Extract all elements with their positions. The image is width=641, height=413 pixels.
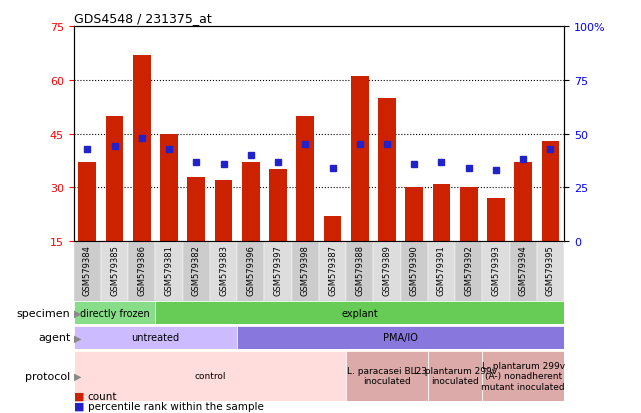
Text: L. paracasei BL23
inoculated: L. paracasei BL23 inoculated — [347, 366, 427, 385]
Bar — [187, 177, 205, 242]
Text: GSM579398: GSM579398 — [301, 244, 310, 295]
Text: GSM579394: GSM579394 — [519, 244, 528, 295]
Text: percentile rank within the sample: percentile rank within the sample — [88, 401, 263, 411]
Bar — [319, 242, 346, 301]
Text: PMA/IO: PMA/IO — [383, 332, 418, 343]
Text: GDS4548 / 231375_at: GDS4548 / 231375_at — [74, 12, 212, 25]
Bar — [292, 242, 319, 301]
Text: GSM579382: GSM579382 — [192, 244, 201, 295]
Bar — [405, 188, 423, 242]
Text: GSM579393: GSM579393 — [492, 244, 501, 295]
Bar — [346, 242, 373, 301]
Bar — [373, 242, 401, 301]
Bar — [269, 170, 287, 242]
Bar — [433, 184, 451, 242]
Bar — [346, 351, 428, 401]
Bar — [296, 116, 314, 242]
Bar — [455, 242, 483, 301]
Text: ■: ■ — [74, 391, 84, 401]
Bar — [401, 242, 428, 301]
Bar — [265, 242, 292, 301]
Bar — [74, 351, 346, 401]
Bar — [74, 326, 237, 349]
Bar — [101, 242, 128, 301]
Bar — [74, 242, 101, 301]
Text: control: control — [194, 371, 226, 380]
Text: GSM579391: GSM579391 — [437, 244, 446, 295]
Bar — [210, 242, 237, 301]
Text: L. plantarum 299v
(A-) nonadherent
mutant inoculated: L. plantarum 299v (A-) nonadherent mutan… — [481, 361, 565, 391]
Bar — [160, 134, 178, 242]
Text: GSM579390: GSM579390 — [410, 244, 419, 295]
Bar — [237, 242, 265, 301]
Bar — [514, 163, 532, 242]
Bar — [106, 116, 124, 242]
Text: ▶: ▶ — [74, 332, 81, 343]
Bar — [483, 242, 510, 301]
Text: GSM579381: GSM579381 — [165, 244, 174, 295]
Text: count: count — [88, 391, 117, 401]
Bar — [351, 77, 369, 242]
Text: protocol: protocol — [25, 371, 71, 381]
Bar — [78, 163, 96, 242]
Text: directly frozen: directly frozen — [79, 308, 149, 318]
Text: agent: agent — [38, 332, 71, 343]
Bar — [237, 326, 564, 349]
Text: ▶: ▶ — [74, 371, 81, 381]
Bar — [324, 216, 342, 242]
Text: ■: ■ — [74, 401, 84, 411]
Bar — [537, 242, 564, 301]
Text: ▶: ▶ — [74, 308, 81, 318]
Bar — [183, 242, 210, 301]
Text: GSM579384: GSM579384 — [83, 244, 92, 295]
Text: GSM579383: GSM579383 — [219, 244, 228, 295]
Bar — [155, 301, 564, 324]
Bar — [74, 301, 155, 324]
Bar — [215, 181, 233, 242]
Text: untreated: untreated — [131, 332, 179, 343]
Text: GSM579395: GSM579395 — [546, 244, 555, 295]
Text: GSM579387: GSM579387 — [328, 244, 337, 295]
Text: GSM579392: GSM579392 — [464, 244, 473, 295]
Text: GSM579397: GSM579397 — [274, 244, 283, 295]
Bar — [128, 242, 155, 301]
Text: L. plantarum 299v
inoculated: L. plantarum 299v inoculated — [413, 366, 497, 385]
Bar — [460, 188, 478, 242]
Text: GSM579385: GSM579385 — [110, 244, 119, 295]
Text: specimen: specimen — [17, 308, 71, 318]
Bar — [133, 55, 151, 242]
Bar — [542, 141, 560, 242]
Bar — [428, 351, 483, 401]
Bar — [510, 242, 537, 301]
Bar — [483, 351, 564, 401]
Bar — [487, 199, 505, 242]
Text: GSM579396: GSM579396 — [246, 244, 255, 295]
Text: GSM579386: GSM579386 — [137, 244, 146, 295]
Text: explant: explant — [342, 308, 378, 318]
Bar — [155, 242, 183, 301]
Text: GSM579389: GSM579389 — [383, 244, 392, 295]
Bar — [378, 98, 396, 242]
Text: GSM579388: GSM579388 — [355, 244, 364, 295]
Bar — [242, 163, 260, 242]
Bar — [428, 242, 455, 301]
